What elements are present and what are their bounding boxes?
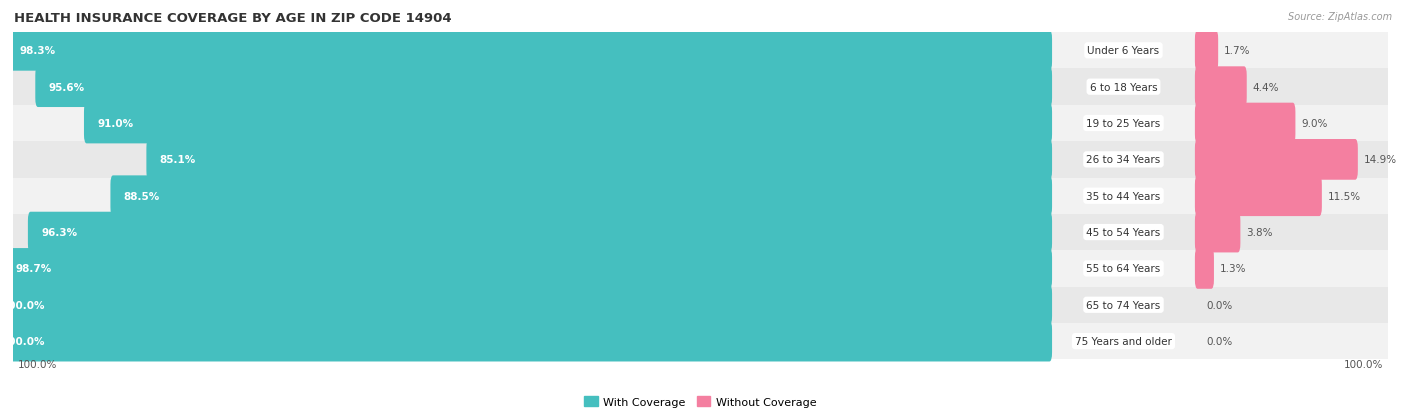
FancyBboxPatch shape	[7, 31, 1052, 71]
Text: 4.4%: 4.4%	[1253, 83, 1279, 93]
Text: 11.5%: 11.5%	[1327, 191, 1361, 201]
Text: 0.0%: 0.0%	[1206, 336, 1232, 346]
FancyBboxPatch shape	[13, 323, 1388, 359]
Text: 95.6%: 95.6%	[49, 83, 84, 93]
Text: 6 to 18 Years: 6 to 18 Years	[1090, 83, 1157, 93]
Text: Source: ZipAtlas.com: Source: ZipAtlas.com	[1288, 12, 1392, 22]
Text: 3.8%: 3.8%	[1246, 228, 1272, 237]
FancyBboxPatch shape	[1195, 67, 1247, 108]
FancyBboxPatch shape	[1195, 103, 1295, 144]
Text: 0.0%: 0.0%	[1206, 300, 1232, 310]
Text: 1.7%: 1.7%	[1225, 46, 1250, 56]
Text: 85.1%: 85.1%	[160, 155, 195, 165]
Text: 35 to 44 Years: 35 to 44 Years	[1087, 191, 1160, 201]
FancyBboxPatch shape	[13, 142, 1388, 178]
FancyBboxPatch shape	[1195, 140, 1358, 180]
Text: HEALTH INSURANCE COVERAGE BY AGE IN ZIP CODE 14904: HEALTH INSURANCE COVERAGE BY AGE IN ZIP …	[14, 12, 451, 25]
Text: 98.7%: 98.7%	[15, 264, 52, 274]
Text: 88.5%: 88.5%	[124, 191, 160, 201]
Text: Under 6 Years: Under 6 Years	[1087, 46, 1160, 56]
FancyBboxPatch shape	[13, 287, 1388, 323]
FancyBboxPatch shape	[13, 214, 1388, 251]
Text: 14.9%: 14.9%	[1364, 155, 1396, 165]
Text: 19 to 25 Years: 19 to 25 Years	[1087, 119, 1160, 129]
Text: 65 to 74 Years: 65 to 74 Years	[1087, 300, 1160, 310]
FancyBboxPatch shape	[13, 178, 1388, 214]
FancyBboxPatch shape	[84, 103, 1052, 144]
Text: 100.0%: 100.0%	[1, 336, 45, 346]
FancyBboxPatch shape	[35, 67, 1052, 108]
Text: 55 to 64 Years: 55 to 64 Years	[1087, 264, 1160, 274]
Text: 45 to 54 Years: 45 to 54 Years	[1087, 228, 1160, 237]
FancyBboxPatch shape	[0, 285, 1052, 325]
FancyBboxPatch shape	[1195, 31, 1218, 71]
Text: 91.0%: 91.0%	[97, 119, 134, 129]
FancyBboxPatch shape	[146, 140, 1052, 180]
Text: 96.3%: 96.3%	[41, 228, 77, 237]
FancyBboxPatch shape	[111, 176, 1052, 216]
FancyBboxPatch shape	[1195, 212, 1240, 253]
Text: 26 to 34 Years: 26 to 34 Years	[1087, 155, 1160, 165]
FancyBboxPatch shape	[13, 33, 1388, 69]
FancyBboxPatch shape	[1195, 176, 1322, 216]
FancyBboxPatch shape	[0, 321, 1052, 362]
Legend: With Coverage, Without Coverage: With Coverage, Without Coverage	[579, 392, 821, 411]
Text: 100.0%: 100.0%	[1, 300, 45, 310]
Text: 75 Years and older: 75 Years and older	[1076, 336, 1173, 346]
FancyBboxPatch shape	[13, 106, 1388, 142]
FancyBboxPatch shape	[28, 212, 1052, 253]
Text: 100.0%: 100.0%	[18, 359, 58, 369]
Text: 1.3%: 1.3%	[1220, 264, 1246, 274]
FancyBboxPatch shape	[1195, 249, 1213, 289]
Text: 9.0%: 9.0%	[1301, 119, 1327, 129]
Text: 100.0%: 100.0%	[1343, 359, 1382, 369]
Text: 98.3%: 98.3%	[20, 46, 56, 56]
FancyBboxPatch shape	[13, 69, 1388, 106]
FancyBboxPatch shape	[13, 251, 1388, 287]
FancyBboxPatch shape	[3, 249, 1052, 289]
